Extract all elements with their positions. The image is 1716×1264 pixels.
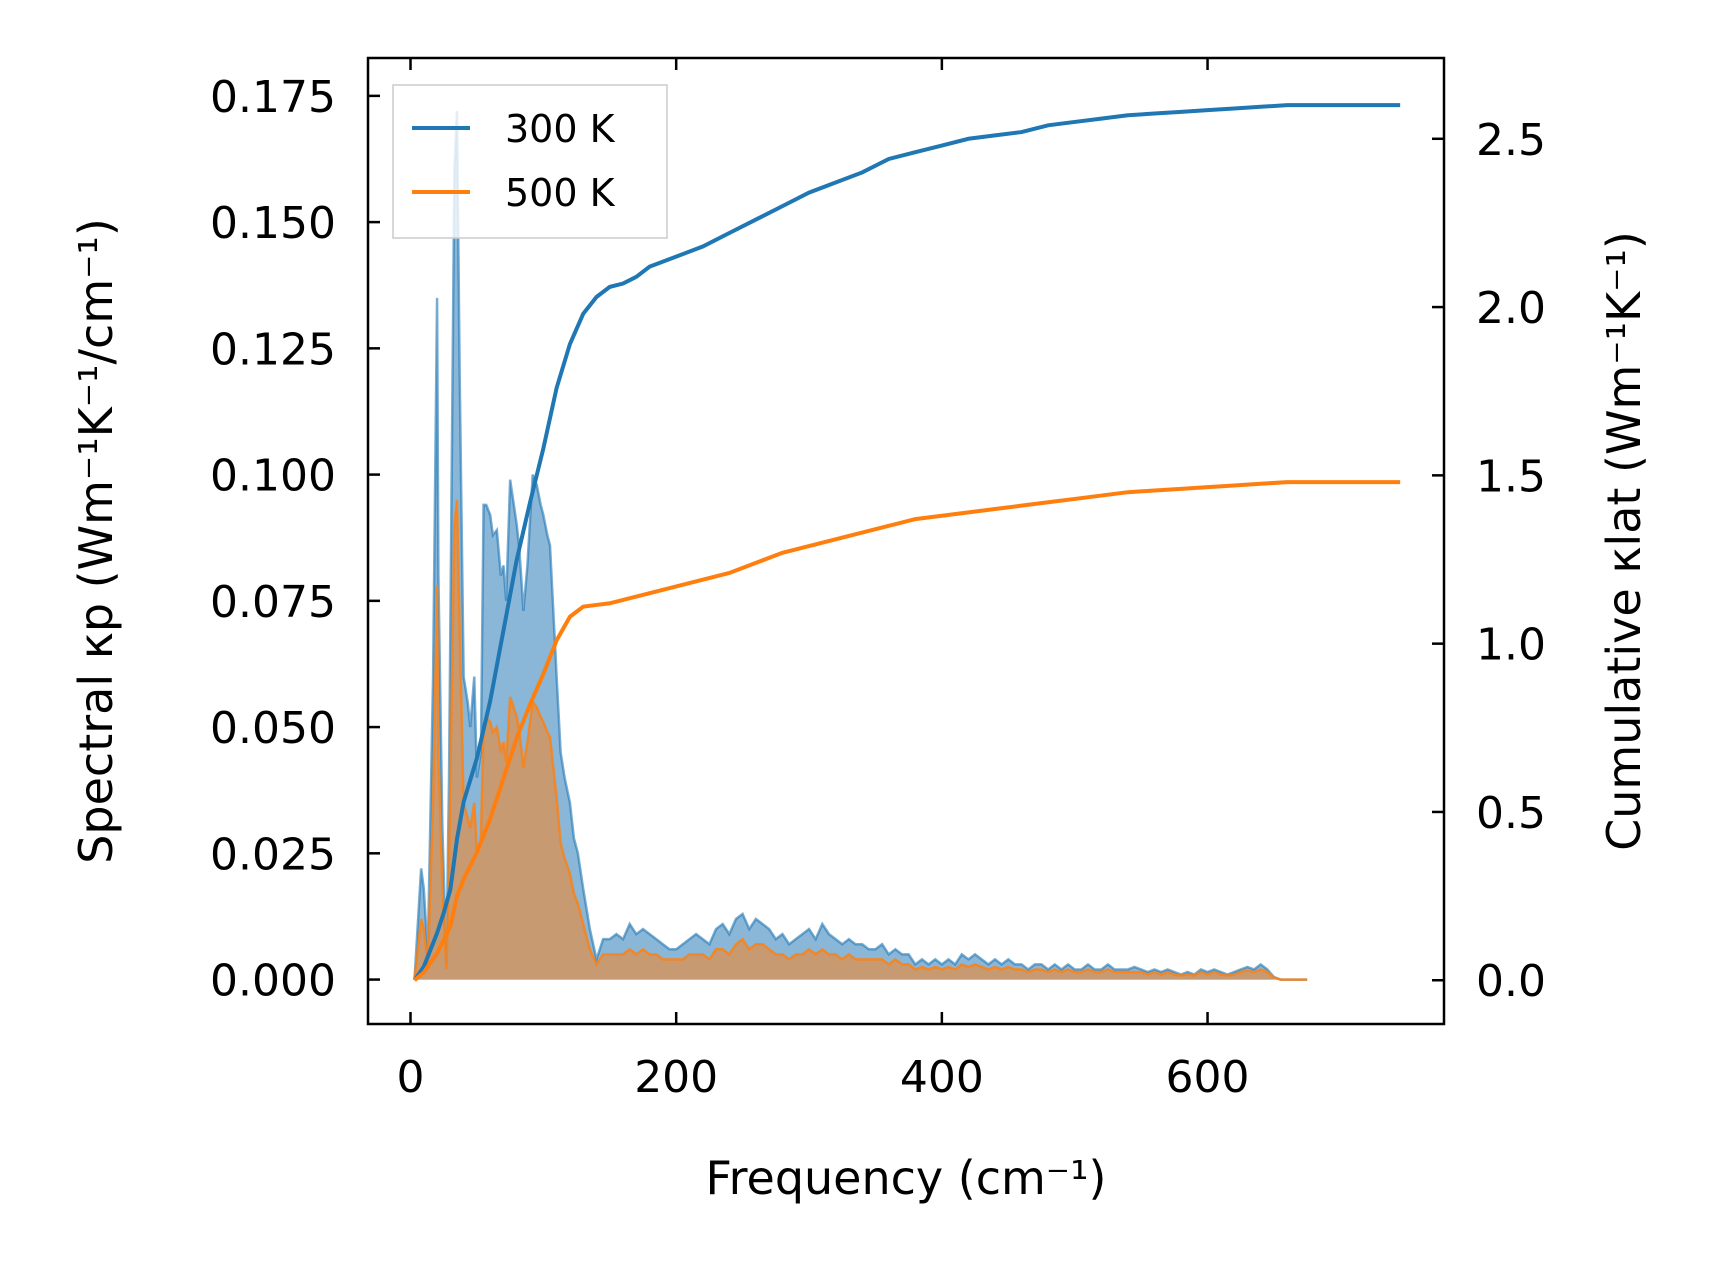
y-axis-label-left: Spectral κp (Wm⁻¹K⁻¹/cm⁻¹) bbox=[69, 218, 123, 864]
y-tick-label-left: 0.050 bbox=[210, 703, 336, 754]
axis-ticks: 0 200 400 600 0.000 0.025 0.050 0.075 0.100 0.125… bbox=[210, 58, 1546, 1103]
y-tick-label-right: 0.0 bbox=[1476, 956, 1546, 1007]
x-tick-label: 0 bbox=[397, 1052, 425, 1103]
y-tick-label-left: 0.025 bbox=[210, 829, 336, 880]
spectral-fills bbox=[413, 110, 1308, 981]
y-tick-label-right: 0.5 bbox=[1476, 788, 1546, 839]
legend-label-300k: 300 K bbox=[505, 107, 616, 151]
y-tick-label-left: 0.175 bbox=[210, 72, 336, 123]
x-tick-label: 600 bbox=[1166, 1052, 1250, 1103]
y-tick-label-left: 0.125 bbox=[210, 324, 336, 375]
spectral-line-300k bbox=[413, 110, 1308, 981]
legend: 300 K 500 K bbox=[392, 84, 668, 239]
data-lines bbox=[412, 103, 1401, 982]
y-tick-label-left: 0.100 bbox=[210, 451, 336, 502]
y-tick-label-right: 1.5 bbox=[1476, 451, 1546, 502]
cumulative-line-300k bbox=[412, 103, 1401, 982]
spectral-fill-500k bbox=[414, 499, 1308, 980]
y-tick-label-left: 0.000 bbox=[210, 956, 336, 1007]
y-tick-label-right: 1.0 bbox=[1476, 620, 1546, 671]
plot-frame bbox=[366, 56, 1446, 1026]
y-axis-label-right: Cumulative κlat (Wm⁻¹K⁻¹) bbox=[1597, 231, 1651, 851]
cumulative-line-500k bbox=[413, 480, 1401, 982]
legend-label-500k: 500 K bbox=[505, 171, 616, 215]
x-tick-label: 200 bbox=[634, 1052, 718, 1103]
y-tick-label-right: 2.5 bbox=[1476, 115, 1546, 166]
x-tick-label: 400 bbox=[900, 1052, 984, 1103]
y-tick-label-right: 2.0 bbox=[1476, 283, 1546, 334]
legend-box bbox=[392, 84, 668, 239]
x-axis-label: Frequency (cm⁻¹) bbox=[706, 1151, 1107, 1205]
y-tick-label-left: 0.075 bbox=[210, 577, 336, 628]
y-tick-label-left: 0.150 bbox=[210, 198, 336, 249]
spectral-line-500k bbox=[413, 499, 1308, 981]
